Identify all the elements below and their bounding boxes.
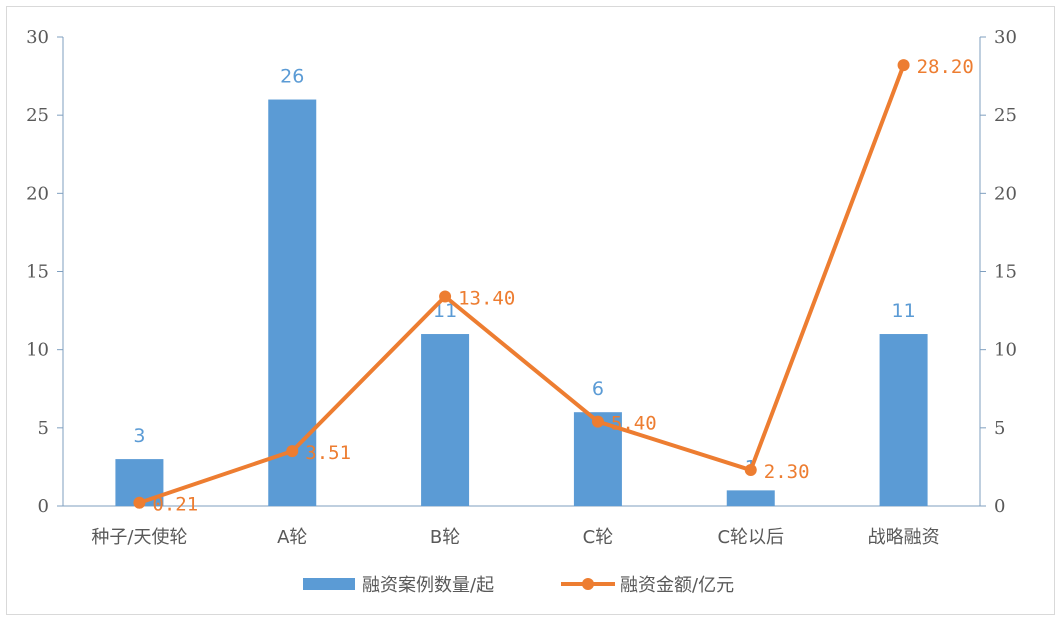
legend: 融资案例数量/起 融资金额/亿元 <box>303 575 734 596</box>
line-value-label: 13.40 <box>458 288 515 310</box>
category-labels: 种子/天使轮 A轮 B轮 C轮 C轮以后 战略融资 <box>91 527 939 548</box>
left-tick-label: 5 <box>38 418 49 439</box>
line-point <box>591 415 604 428</box>
line-point <box>897 59 910 72</box>
right-tick-label: 15 <box>994 262 1017 283</box>
line-point <box>439 290 452 303</box>
left-tick-label: 30 <box>26 27 49 48</box>
line-point <box>744 464 757 477</box>
left-axis-ticks: 0 5 10 15 20 25 30 <box>26 27 63 517</box>
legend-line-label: 融资金额/亿元 <box>620 575 734 596</box>
bar-value-label: 11 <box>433 300 457 322</box>
category-label: B轮 <box>430 527 460 548</box>
right-axis-ticks: 0 5 10 15 20 25 30 <box>980 27 1017 517</box>
left-tick-label: 15 <box>26 262 49 283</box>
legend-bar-label: 融资案例数量/起 <box>362 575 494 596</box>
line-value-label: 0.21 <box>152 494 198 516</box>
bar-value-label: 26 <box>280 66 304 88</box>
line-data-labels: 0.21 3.51 13.40 5.40 2.30 28.20 <box>152 56 973 516</box>
line-value-label: 28.20 <box>917 56 974 78</box>
bar-series <box>115 99 928 507</box>
legend-bar-swatch <box>303 578 355 590</box>
bar <box>268 99 317 507</box>
left-tick-label: 20 <box>26 183 49 204</box>
left-tick-label: 10 <box>26 340 49 361</box>
bar-value-label: 3 <box>133 425 145 447</box>
category-label: C轮以后 <box>717 527 784 548</box>
left-tick-label: 25 <box>26 105 49 126</box>
right-tick-label: 5 <box>994 418 1005 439</box>
category-label: 战略融资 <box>868 527 940 548</box>
bar <box>726 490 775 506</box>
right-tick-label: 25 <box>994 105 1017 126</box>
bar <box>879 334 928 506</box>
line-path <box>138 64 906 505</box>
line-series <box>133 59 910 509</box>
bar <box>421 334 470 506</box>
category-label: A轮 <box>277 527 307 548</box>
category-label: 种子/天使轮 <box>91 527 187 548</box>
right-tick-label: 10 <box>994 340 1017 361</box>
category-label: C轮 <box>583 527 614 548</box>
left-tick-label: 0 <box>38 496 49 517</box>
right-tick-label: 20 <box>994 183 1017 204</box>
legend-line-marker <box>582 578 594 590</box>
line-value-label: 3.51 <box>305 442 351 464</box>
bar-data-labels: 326116111 <box>133 66 915 479</box>
line-value-label: 5.40 <box>611 413 657 435</box>
line-point <box>133 496 146 509</box>
chart-frame <box>6 6 1055 615</box>
bar-value-label: 6 <box>592 378 604 400</box>
right-tick-label: 0 <box>994 496 1005 517</box>
bar-value-label: 11 <box>891 300 915 322</box>
line-point <box>286 445 299 458</box>
line-value-label: 2.30 <box>764 461 810 483</box>
right-tick-label: 30 <box>994 27 1017 48</box>
